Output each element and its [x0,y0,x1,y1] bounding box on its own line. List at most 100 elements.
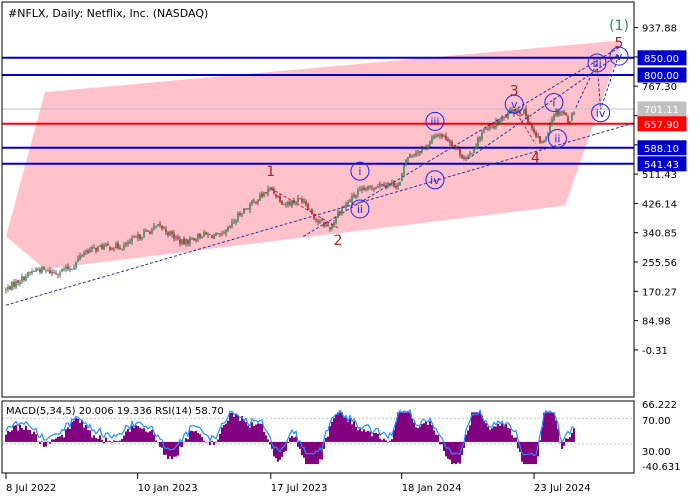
macd-bar [267,439,269,442]
macd-bar [537,441,539,457]
macd-bar [529,441,531,465]
macd-bar [23,430,25,442]
candle-body [381,183,383,186]
candle-body [367,185,369,190]
macd-bar [297,441,299,447]
wave-label-2: 3 [510,83,519,99]
candle-body [141,237,143,240]
macd-bar [69,428,71,442]
candle-body [83,252,85,256]
candle-body [413,154,415,156]
macd-bar [237,415,239,442]
macd-bar [275,441,277,459]
candle-body [259,194,261,201]
wave-3-4-connector [513,109,536,144]
candle-body [561,111,563,113]
macd-bar [523,441,525,465]
candle-body [237,213,239,220]
macd-bar [545,412,547,442]
wave-label-4: 5 [615,35,624,51]
candle-body [285,204,287,206]
candle-body [161,225,163,229]
candle-body [253,200,255,202]
candle-body [289,202,291,205]
candle-body [57,274,59,275]
macd-bar [497,423,499,442]
wave-1-2-connector [270,187,339,229]
price-candles [5,105,575,294]
candle-body [399,181,401,186]
candle-body [81,254,83,256]
candle-body [209,234,211,236]
level-tag-3-bg [637,140,687,156]
candle-body [467,155,469,158]
macd-bar [415,427,417,442]
candle-body [447,139,449,142]
macd-bar [331,421,333,442]
horizontal-levels [2,56,634,165]
macd-bar [437,435,439,442]
candle-body [333,222,335,227]
macd-bar [105,437,107,442]
macd-bar [161,441,163,448]
candle-body [549,125,551,133]
macd-bar [71,421,73,442]
candle-body [13,282,15,287]
candle-body [423,146,425,148]
candle-body [531,125,533,129]
macd-bar [341,412,343,442]
candle-body [441,134,443,137]
macd-bar [481,415,483,442]
main-plot-border [1,1,635,398]
macd-bar [131,425,133,442]
macd-bar [53,439,55,442]
level-tag-4-bg [637,156,687,172]
candle-body [29,272,31,274]
macd-bar [185,438,187,442]
candle-body [275,194,277,197]
candle-body [179,239,181,244]
macd-bar [429,421,431,442]
macd-bar [351,424,353,442]
candle-body [27,272,29,277]
macd-bar [477,412,479,442]
macd-bar [525,441,527,465]
macd-bar [367,430,369,442]
candle-body [31,271,33,274]
macd-bar [325,438,327,442]
candle-body [405,159,407,165]
macd-bar [153,434,155,442]
candle-body [107,243,109,246]
candle-body [79,255,81,260]
candle-body [529,123,531,126]
wave-label-10: v [511,98,518,111]
macd-bar [255,424,257,442]
macd-bar [25,425,27,442]
candle-body [157,224,159,226]
price-tick-label: 767.30 [642,82,677,93]
candle-body [283,204,285,206]
candle-body [123,245,125,250]
macd-bar [85,425,87,442]
macd-bar [249,427,251,442]
candle-body [279,196,281,202]
candle-body [509,109,511,113]
macd-bar [385,440,387,442]
candle-body [69,268,71,270]
macd-bar [505,423,507,442]
macd-bar [539,440,541,442]
candle-body [415,153,417,156]
macd-bar [357,430,359,442]
wave-label-circle-12 [547,129,567,149]
macd-bar [95,437,97,442]
macd-bar [467,430,469,442]
candle-body [187,240,189,244]
macd-bar [427,424,429,442]
macd-bar [379,438,381,442]
macd-bar [265,435,267,442]
candle-body [91,246,93,250]
macd-bar [187,439,189,442]
macd-bar [191,430,193,442]
macd-bar [179,441,181,447]
wave-label-circle-15 [609,46,629,66]
